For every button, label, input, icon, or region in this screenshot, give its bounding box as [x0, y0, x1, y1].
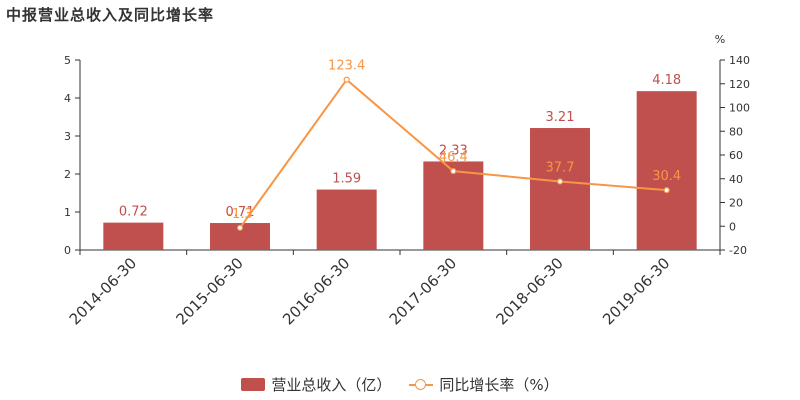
left-tick-label: 2 — [64, 168, 71, 181]
right-tick-label: 120 — [729, 78, 750, 91]
x-tick-label: 2014-06-30 — [66, 254, 140, 328]
legend-swatch-line — [409, 378, 434, 391]
growth-point — [343, 76, 350, 83]
right-tick-label: -20 — [729, 244, 747, 257]
growth-point — [556, 178, 564, 185]
right-tick-label: 20 — [729, 197, 743, 210]
x-tick-label: 2016-06-30 — [279, 254, 353, 328]
legend-label-growth: 同比增长率（%） — [439, 376, 559, 394]
left-tick-label: 4 — [64, 92, 71, 105]
bar — [316, 189, 377, 250]
chart-title: 中报营业总收入及同比增长率 — [6, 6, 215, 24]
x-tick-label: 2018-06-30 — [492, 254, 566, 328]
x-tick-label: 2015-06-30 — [172, 254, 246, 328]
legend: 营业总收入（亿） 同比增长率（%） — [0, 374, 800, 395]
bar-value-label: 0.72 — [119, 205, 148, 220]
right-tick-label: 80 — [729, 125, 743, 138]
growth-value-label: 37.7 — [546, 160, 575, 175]
bar-value-label: 4.18 — [652, 73, 681, 88]
left-tick-label: 3 — [64, 130, 71, 143]
legend-item-growth[interactable]: 同比增长率（%） — [409, 374, 559, 395]
left-tick-label: 0 — [64, 244, 71, 257]
growth-point — [663, 187, 670, 194]
bar-value-label: 1.59 — [332, 172, 361, 187]
bar — [103, 222, 164, 250]
chart-plot: 0 1 2 3 4 5 -20 0 20 40 60 80 100 120 140% 2014-06-30 20… — [64, 33, 750, 328]
right-tick-label: 60 — [729, 149, 743, 162]
right-tick-label: 0 — [729, 220, 736, 233]
growth-value-label: 30.4 — [652, 169, 681, 184]
legend-swatch-bar — [241, 378, 266, 391]
x-tick-label: 2017-06-30 — [386, 254, 460, 328]
growth-value-label: 46.4 — [439, 150, 468, 165]
growth-value-label: 123.4 — [328, 59, 365, 74]
legend-label-revenue: 营业总收入（亿） — [271, 376, 392, 394]
bar — [636, 91, 697, 250]
left-tick-label: 5 — [64, 54, 71, 67]
x-tick-label: 2019-06-30 — [599, 254, 673, 328]
bar-value-label: 3.21 — [546, 110, 575, 125]
left-tick-label: 1 — [64, 206, 71, 219]
growth-point — [450, 168, 457, 175]
bar — [423, 161, 484, 250]
legend-item-revenue[interactable]: 营业总收入（亿） — [241, 374, 391, 395]
right-axis-unit: % — [715, 33, 725, 46]
bar-value-label: 2.33 — [439, 143, 468, 158]
right-tick-label: 140 — [729, 54, 750, 67]
right-tick-label: 40 — [729, 173, 743, 186]
growth-value-label: -1.3 — [227, 207, 252, 222]
right-tick-label: 100 — [729, 102, 750, 115]
bar — [530, 128, 590, 250]
growth-point — [236, 224, 244, 231]
